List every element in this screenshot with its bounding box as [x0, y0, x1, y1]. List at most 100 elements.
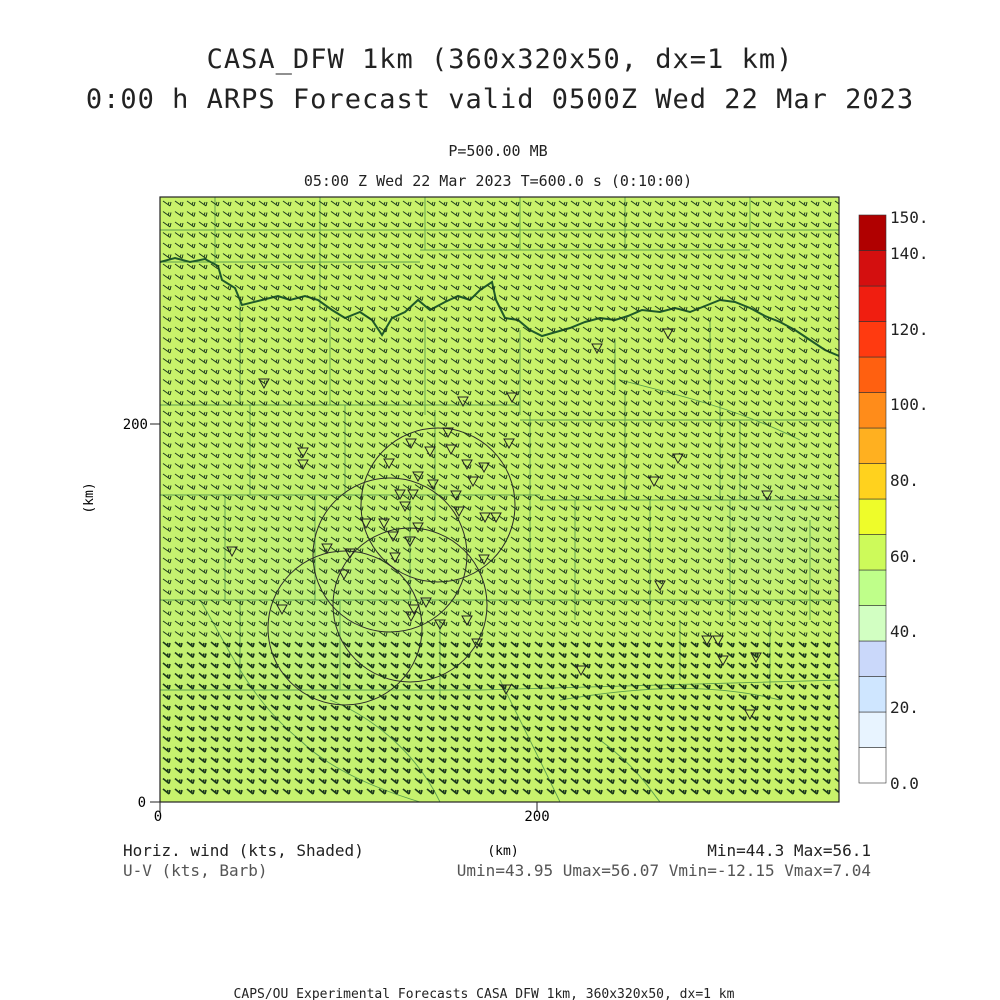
- wind-barb: [426, 704, 435, 711]
- wind-barb: [342, 631, 352, 637]
- wind-barb: [498, 421, 508, 427]
- wind-barb: [750, 536, 760, 543]
- wind-barb: [606, 788, 615, 795]
- wind-barb: [222, 725, 231, 732]
- wind-barb: [690, 221, 700, 228]
- wind-barb: [798, 484, 808, 490]
- wind-barb: [162, 211, 172, 217]
- wind-barb: [654, 725, 663, 732]
- station-marker: [461, 615, 473, 627]
- wind-barb: [654, 505, 664, 511]
- wind-barb: [390, 326, 400, 333]
- wind-barb: [798, 578, 808, 585]
- wind-barb: [390, 651, 399, 659]
- wind-barb: [546, 400, 556, 406]
- wind-barb: [438, 253, 448, 259]
- wind-barb: [486, 641, 495, 648]
- wind-barb: [546, 473, 556, 480]
- wind-barb: [666, 735, 675, 743]
- wind-barb: [654, 693, 663, 701]
- wind-barb: [366, 232, 376, 238]
- wind-barb: [522, 620, 532, 627]
- wind-barb: [246, 526, 256, 532]
- wind-barb: [702, 547, 712, 553]
- wind-barb: [246, 452, 256, 459]
- wind-barb: [498, 211, 508, 217]
- wind-barb: [378, 200, 388, 207]
- wind-barb: [210, 431, 220, 438]
- wind-barb: [378, 788, 387, 795]
- wind-barb: [306, 735, 315, 743]
- wind-barb: [222, 526, 232, 532]
- wind-barb: [438, 326, 448, 333]
- wind-barb: [810, 714, 819, 722]
- wind-barb: [834, 662, 839, 668]
- wind-barb: [270, 484, 280, 490]
- wind-barb: [342, 442, 352, 448]
- wind-barb: [186, 714, 195, 722]
- wind-barb: [390, 777, 399, 785]
- wind-barb: [294, 547, 304, 553]
- wind-barb: [630, 704, 639, 711]
- wind-barb: [330, 452, 340, 459]
- wind-barb: [678, 557, 688, 564]
- wind-barb: [570, 777, 579, 785]
- wind-barb: [750, 358, 760, 364]
- wind-barb: [318, 473, 328, 480]
- wind-barb: [210, 379, 220, 385]
- wind-barb: [546, 274, 556, 280]
- wind-barb: [378, 672, 387, 680]
- wind-barb: [378, 211, 388, 217]
- wind-barb: [282, 463, 292, 469]
- wind-barb: [330, 756, 339, 764]
- wind-barb: [414, 295, 424, 301]
- colorbar-swatch: [858, 711, 887, 748]
- wind-barb: [678, 200, 688, 207]
- wind-barb: [534, 389, 544, 396]
- wind-barb: [810, 547, 820, 553]
- wind-barb: [666, 232, 676, 238]
- wind-barb: [618, 463, 628, 469]
- wind-barb: [474, 767, 483, 774]
- wind-barb: [426, 274, 436, 280]
- wind-barb: [606, 683, 615, 690]
- wind-barb: [642, 347, 652, 354]
- wind-barb: [762, 505, 772, 511]
- wind-barb: [810, 568, 820, 574]
- wind-barb: [594, 421, 604, 427]
- wind-barb: [390, 431, 400, 438]
- wind-barb: [402, 295, 412, 301]
- wind-barb: [450, 242, 460, 249]
- wind-barb: [642, 610, 652, 616]
- wind-barb: [642, 274, 652, 280]
- wind-barb: [222, 232, 232, 238]
- wind-barb: [570, 651, 579, 659]
- wind-barb: [186, 683, 195, 690]
- wind-barb: [330, 641, 339, 648]
- wind-barb: [246, 263, 256, 270]
- wind-barb: [198, 578, 208, 585]
- wind-barb: [654, 662, 663, 669]
- wind-barb: [414, 221, 424, 228]
- wind-barb: [222, 735, 231, 743]
- wind-barb: [282, 274, 292, 280]
- wind-barb: [294, 610, 304, 616]
- wind-barb: [582, 756, 591, 764]
- wind-barb: [270, 295, 280, 301]
- wind-barb: [786, 389, 796, 396]
- wind-barb: [762, 421, 772, 427]
- wind-barb: [186, 515, 196, 522]
- wind-barb: [186, 631, 196, 637]
- wind-barb: [462, 410, 472, 417]
- wind-barb: [318, 253, 328, 259]
- wind-barb: [366, 526, 376, 532]
- wind-barb: [522, 253, 532, 259]
- wind-barb: [330, 788, 339, 795]
- wind-barb: [390, 725, 399, 732]
- wind-barb: [702, 368, 712, 375]
- wind-barb: [318, 326, 328, 333]
- wind-barb: [630, 536, 640, 543]
- wind-barb: [402, 368, 412, 375]
- wind-barb: [726, 421, 736, 427]
- wind-barb: [558, 704, 567, 711]
